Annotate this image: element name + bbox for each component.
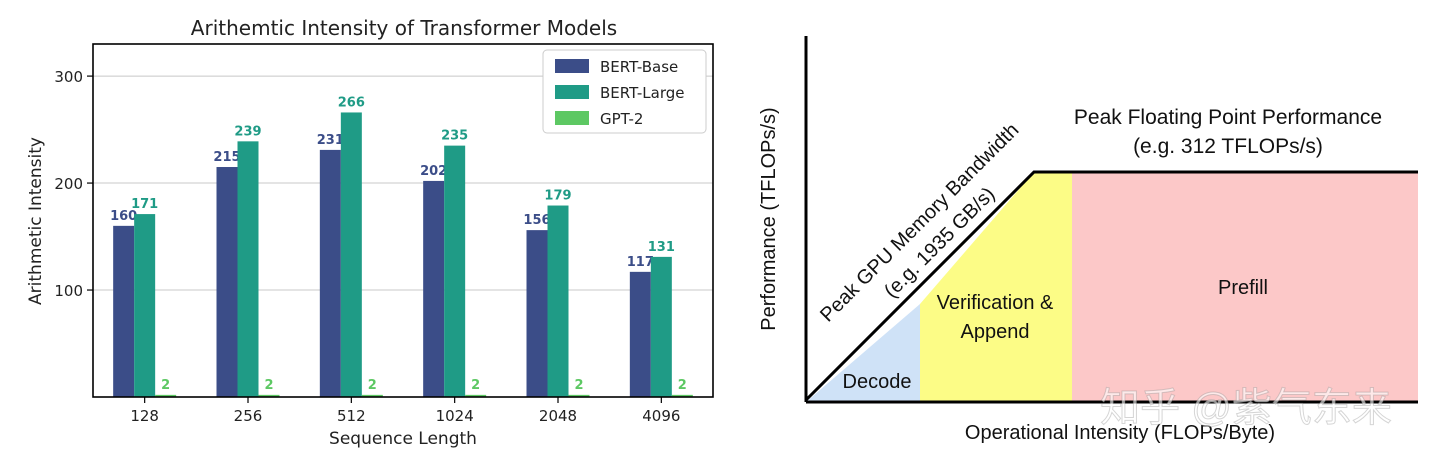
bar-value-label: 231 [317,133,344,148]
bar-value-label: 171 [131,197,158,212]
x-axis-label-roofline: Operational Intensity (FLOPs/Byte) [965,422,1275,444]
plot-frame [92,43,714,398]
bar [340,112,362,398]
legend-swatch [555,85,589,99]
x-tick-label: 256 [234,407,263,425]
region-label-prefill: Prefill [1218,277,1268,299]
bar-value-label: 2 [471,378,480,393]
bar [155,394,177,397]
bar [216,167,238,397]
bar [237,141,259,397]
legend: BERT-Base BERT-Large GPT-2 [542,49,707,134]
x-tick-label: 512 [337,407,366,425]
bar-chart-arithmetic-intensity: Arithemtic Intensity of Transformer Mode… [26,16,714,449]
x-tick-label: 128 [130,407,159,425]
watermark: 知乎 @紫气东来 [1100,386,1392,430]
bar-value-label: 2 [678,378,687,393]
bar [134,214,156,397]
bar [113,225,135,397]
y-axis-label: Arithmetic Intensity [26,137,46,305]
bar [361,394,383,397]
roof-label-line1: Peak Floating Point Performance [1074,106,1382,129]
legend-swatch [555,59,589,73]
legend-label: BERT-Base [600,58,678,76]
bar-value-label: 2 [574,378,583,393]
region-decode [806,304,920,402]
bar-value-label: 239 [234,124,261,139]
legend-swatch [555,111,589,125]
bar-value-label: 2 [264,378,273,393]
legend-label: GPT-2 [600,110,643,128]
bar [650,256,672,397]
bar [671,394,693,397]
bar-value-label: 131 [648,240,675,255]
bar [465,394,487,397]
bar [526,230,548,397]
bar [319,149,341,397]
bar-value-label: 117 [627,255,654,270]
x-tick-label: 1024 [436,407,474,425]
roofline-diagram: Peak GPU Memory Bandwidth (e.g. 1935 GB/… [758,36,1418,444]
roofline [804,170,1418,402]
bar-value-label: 266 [338,95,365,110]
region-label-verification-line2: Append [961,321,1030,343]
bar-value-label: 156 [523,213,550,228]
bar [444,145,466,397]
chart-title: Arithemtic Intensity of Transformer Mode… [191,16,617,40]
region-label-decode: Decode [843,371,912,393]
x-tick-label: 4096 [642,407,680,425]
bar [258,394,280,397]
bar [568,394,590,397]
region-label-verification-line1: Verification & [937,292,1054,314]
y-tick-label: 300 [54,68,83,86]
bar-value-label: 2 [368,378,377,393]
bar [629,271,651,397]
region-prefill [1072,172,1418,402]
bar-value-label: 202 [420,164,447,179]
x-tick-label: 2048 [539,407,577,425]
bar-value-label: 160 [110,209,137,224]
bar-value-label: 179 [544,189,571,204]
legend-label: BERT-Large [600,84,685,102]
bar [423,180,445,397]
y-tick-label: 200 [54,175,83,193]
bar-value-label: 2 [161,378,170,393]
y-axis-label-roofline: Performance (TFLOPs/s) [758,107,780,330]
bar [547,205,569,397]
region-verification-append [920,172,1072,402]
roof-label-line2: (e.g. 312 TFLOPs/s) [1133,135,1323,158]
y-tick-label: 100 [54,282,83,300]
x-axis-label: Sequence Length [329,429,477,449]
bar-value-label: 215 [213,150,240,165]
bar-value-label: 235 [441,129,468,144]
